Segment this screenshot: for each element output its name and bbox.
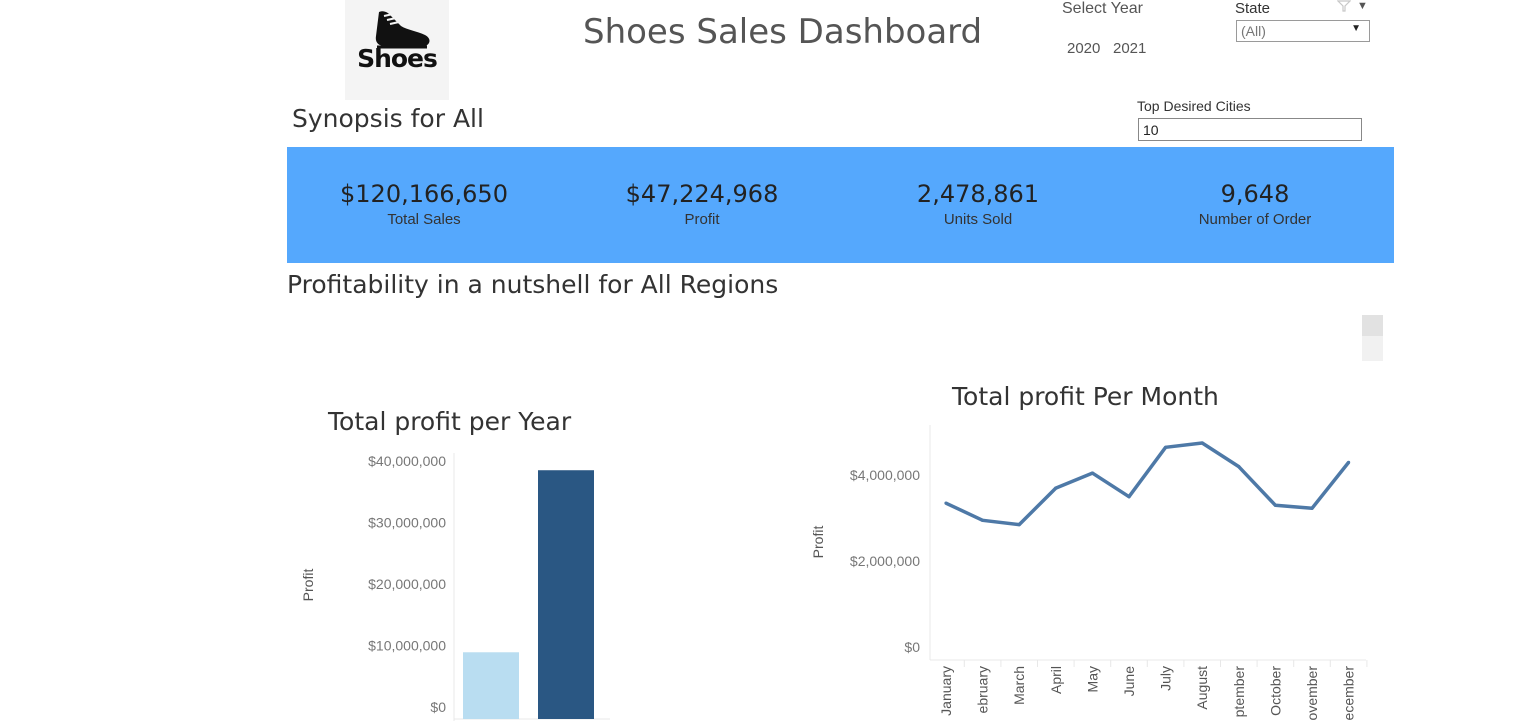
x-tick-label: May bbox=[1084, 666, 1100, 692]
y-tick-label: $10,000,000 bbox=[368, 638, 446, 654]
kpi-value: $47,224,968 bbox=[625, 180, 779, 208]
y-tick-label: $0 bbox=[904, 639, 920, 655]
top-cities-label: Top Desired Cities bbox=[1137, 98, 1251, 114]
scrollbar-track[interactable] bbox=[1362, 336, 1383, 361]
data-point-april bbox=[1054, 486, 1058, 490]
y-tick-label: $20,000,000 bbox=[368, 576, 446, 592]
profit-per-month-chart: $0 $2,000,000 $4,000,000 Profit January ebrua… bbox=[810, 425, 1368, 721]
y-tick-label: $30,000,000 bbox=[368, 515, 446, 531]
profit-per-year-chart: $0 $10,000,000 $20,000,000 $30,000,000 $40,0… bbox=[300, 453, 610, 721]
kpi-units-sold: 2,478,861 Units Sold bbox=[848, 180, 1108, 228]
x-tick-label: ptember bbox=[1231, 666, 1247, 718]
data-point-november bbox=[1310, 506, 1314, 510]
state-filter-label: State bbox=[1235, 0, 1271, 17]
kpi-profit: $47,224,968 Profit bbox=[572, 180, 832, 228]
brand-logo: Shoes bbox=[345, 0, 449, 100]
scrollbar-thumb[interactable] bbox=[1362, 315, 1383, 336]
dashboard-title: Shoes Sales Dashboard bbox=[583, 12, 983, 52]
shoe-icon bbox=[375, 11, 430, 49]
kpi-label: Profit bbox=[684, 211, 720, 228]
x-tick-label: June bbox=[1121, 666, 1137, 697]
kpi-band bbox=[287, 147, 1394, 263]
data-point-february bbox=[981, 518, 985, 522]
profit-line bbox=[945, 441, 1350, 527]
kpi-label: Total Sales bbox=[387, 211, 461, 228]
logo-text: Shoes bbox=[357, 44, 438, 73]
profitability-title: Profitability in a nutshell for All Regi… bbox=[287, 270, 779, 299]
chart-title-profit-per-year: Total profit per Year bbox=[328, 407, 572, 436]
data-point-september bbox=[1237, 465, 1241, 469]
x-tick-label: ovember bbox=[1304, 666, 1320, 721]
filter-menu-icon[interactable]: ▼ bbox=[1357, 0, 1368, 12]
x-tick-label: October bbox=[1267, 666, 1283, 716]
x-tick-label: March bbox=[1011, 666, 1027, 705]
y-tick-label: $0 bbox=[430, 699, 446, 715]
kpi-value: 9,648 bbox=[1220, 180, 1290, 208]
y-tick-label: $4,000,000 bbox=[850, 467, 920, 483]
data-point-december bbox=[1347, 460, 1351, 464]
year-option-2021[interactable]: 2021 bbox=[1113, 40, 1147, 57]
chart-title-profit-per-month: Total profit Per Month bbox=[952, 382, 1219, 411]
filter-icon[interactable] bbox=[1336, 0, 1352, 15]
x-tick-label: ebruary bbox=[975, 666, 991, 713]
data-point-july bbox=[1164, 445, 1168, 449]
kpi-label: Units Sold bbox=[943, 211, 1013, 228]
state-dropdown[interactable]: (All) ▼ bbox=[1236, 20, 1370, 42]
bar-2021 bbox=[538, 470, 594, 719]
data-point-january bbox=[944, 501, 948, 505]
chevron-down-icon: ▼ bbox=[1351, 23, 1361, 34]
bar-2020 bbox=[463, 652, 519, 719]
kpi-label: Number of Order bbox=[1198, 211, 1312, 228]
year-option-2020[interactable]: 2020 bbox=[1067, 40, 1101, 57]
x-tick-label: January bbox=[938, 666, 954, 716]
y-axis-label: Profit bbox=[300, 569, 316, 602]
x-tick-label: August bbox=[1194, 666, 1210, 710]
select-year-label: Select Year bbox=[1062, 0, 1143, 17]
y-tick-label: $2,000,000 bbox=[850, 553, 920, 569]
synopsis-title: Synopsis for All bbox=[292, 104, 484, 133]
x-tick-label: July bbox=[1158, 666, 1174, 691]
kpi-value: $120,166,650 bbox=[340, 180, 508, 208]
state-dropdown-value: (All) bbox=[1241, 23, 1266, 39]
y-tick-label: $40,000,000 bbox=[368, 453, 446, 469]
data-point-may bbox=[1090, 471, 1094, 475]
top-cities-input[interactable] bbox=[1138, 118, 1362, 141]
data-point-june bbox=[1127, 495, 1131, 499]
kpi-total-sales: $120,166,650 Total Sales bbox=[294, 180, 554, 228]
data-point-october bbox=[1273, 503, 1277, 507]
data-point-march bbox=[1017, 523, 1021, 527]
x-tick-label: ecember bbox=[1341, 666, 1357, 721]
kpi-value: 2,478,861 bbox=[916, 180, 1040, 208]
kpi-number-of-order: 9,648 Number of Order bbox=[1125, 180, 1385, 228]
y-axis-label: Profit bbox=[810, 526, 826, 559]
x-tick-label: April bbox=[1048, 666, 1064, 694]
data-point-august bbox=[1200, 441, 1204, 445]
